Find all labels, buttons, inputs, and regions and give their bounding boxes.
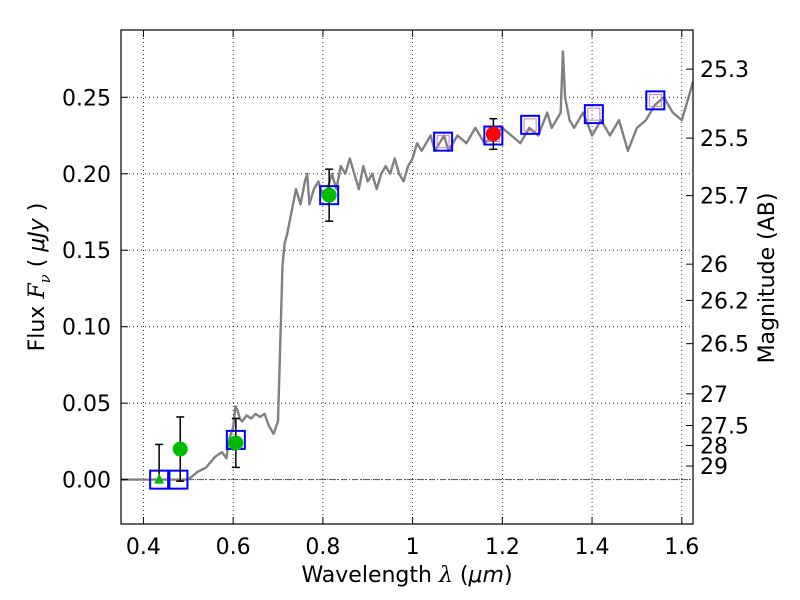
x-tick-label: 0.6: [216, 535, 251, 560]
observed-point-red: [485, 126, 501, 142]
model-photometry-inner: [523, 118, 537, 132]
model-photometry-inner: [436, 135, 450, 149]
y2-tick-label: 25.7: [700, 185, 749, 210]
y2-tick-label: 25.3: [700, 58, 749, 83]
y2-tick-label: 25.5: [700, 127, 749, 152]
y-tick-label: 0.25: [62, 86, 111, 111]
model-photometry-inner: [648, 93, 662, 107]
data-points: [149, 90, 666, 490]
upper-limit-triangle: [154, 473, 165, 484]
y-tick-label: 0.00: [62, 469, 111, 494]
y2-tick-label: 27: [700, 383, 728, 408]
plot-frame: [120, 29, 694, 525]
y2-tick-label: 26: [700, 253, 728, 278]
observed-point-green: [228, 435, 244, 451]
x-axis-label: Wavelength λ (μm): [301, 563, 512, 588]
y-tick-label: 0.20: [62, 163, 111, 188]
x-tick-label: 1.6: [664, 535, 699, 560]
y2-tick-label: 26.2: [700, 289, 749, 314]
model-photometry-square: [520, 114, 541, 135]
axis-ticks: 0.4 0.6 0.8 1 1.2 1.4 1.6 0.00 0.05 0.10 0.15 0.20 0…: [62, 30, 749, 560]
y-tick-label: 0.05: [62, 392, 111, 417]
y2-tick-label: 29: [700, 455, 728, 480]
y2-axis-label: Magnitude (AB): [755, 193, 780, 364]
y2-tick-label: 26.5: [700, 333, 749, 358]
model-photometry-square: [168, 469, 189, 490]
y-axis-label: Flux Fν ( μJy ): [25, 203, 54, 352]
y2-tick-label: 27.5: [700, 415, 749, 440]
x-tick-label: 0.8: [305, 535, 340, 560]
observed-point-green: [321, 187, 337, 203]
y2-tick-label: 28: [700, 435, 728, 460]
x-tick-label: 1.2: [485, 535, 520, 560]
model-photometry-square: [645, 90, 666, 111]
y-tick-label: 0.15: [62, 239, 111, 264]
observed-point-green: [172, 441, 188, 457]
x-tick-label: 0.4: [126, 535, 161, 560]
x-tick-label: 1.4: [575, 535, 610, 560]
model-spectrum-line: [121, 50, 695, 481]
model-photometry-square: [433, 131, 454, 152]
model-spectrum: [121, 50, 695, 481]
y-tick-label: 0.10: [62, 316, 111, 341]
x-tick-label: 1: [406, 535, 420, 560]
model-photometry-inner: [587, 107, 601, 121]
model-photometry-square: [583, 104, 604, 125]
